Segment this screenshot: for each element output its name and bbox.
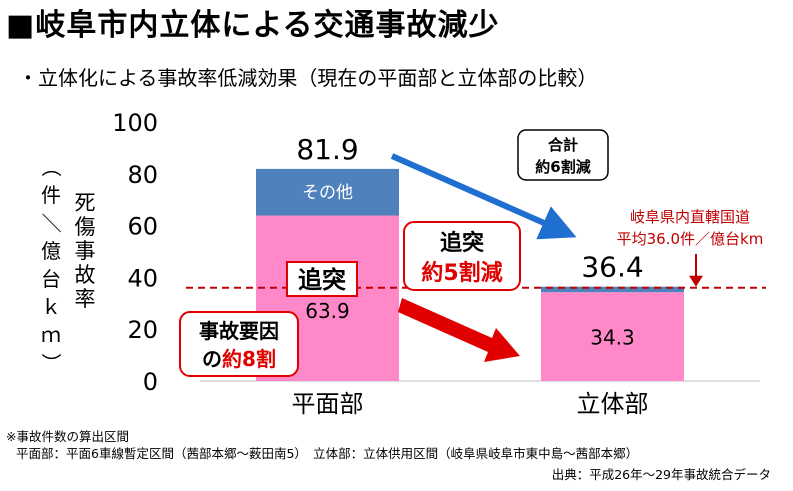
x-axis-ticks: 平面部 立体部 xyxy=(292,390,649,418)
bar-segment xyxy=(541,286,684,293)
y-tick-label: 80 xyxy=(127,161,158,189)
bar-segment xyxy=(541,292,684,381)
rearend-reduction-arrow xyxy=(398,298,520,362)
total-reduction-callout: 合計 約6割減 xyxy=(517,129,609,181)
cause-callout-line2: の約8割 xyxy=(202,347,276,371)
cause-callout: 事故要因 の約8割 xyxy=(179,311,299,377)
y-tick-label: 100 xyxy=(112,109,158,137)
x-tick-label: 立体部 xyxy=(577,390,649,418)
rearend-reduction-callout: 追突 約5割減 xyxy=(403,221,521,291)
footnote-title: ※事故件数の算出区間 xyxy=(6,429,129,444)
y-axis-unit-char: ｋ xyxy=(41,295,61,319)
y-axis-title-char: 死 xyxy=(75,191,96,215)
bar-segment-label: 34.3 xyxy=(590,326,635,350)
y-axis-unit-char: 億 xyxy=(41,239,61,263)
footnote-sections: 平面部：平面6車線暫定区間（茜部本郷～薮田南5） 立体部：立体供用区間（岐阜県岐… xyxy=(16,446,639,461)
bar-segment-label: 63.9 xyxy=(305,299,350,323)
page-subtitle: ・立体化による事故率低減効果（現在の平面部と立体部の比較） xyxy=(18,66,598,90)
y-tick-label: 40 xyxy=(127,264,158,292)
footnotes: ※事故件数の算出区間 平面部：平面6車線暫定区間（茜部本郷～薮田南5） 立体部：… xyxy=(6,428,638,462)
x-tick-label: 平面部 xyxy=(292,390,364,418)
rearend-tag-text: 追突 xyxy=(298,266,346,294)
y-axis-unit-char: 台 xyxy=(41,267,61,291)
rearend-callout-line2: 約5割減 xyxy=(421,260,502,286)
rearend-callout-line1: 追突 xyxy=(440,230,484,256)
y-axis-ticks: 0 20 40 60 80 100 xyxy=(112,109,158,396)
y-axis-title-char: 事 xyxy=(75,239,96,263)
y-tick-label: 20 xyxy=(127,316,158,344)
total-reduction-arrow xyxy=(390,153,577,240)
reference-pointer-head xyxy=(689,275,703,287)
y-axis-unit-char: 件 xyxy=(41,183,61,207)
y-axis-title-char: 故 xyxy=(75,263,96,287)
y-axis-unit-char: ） xyxy=(39,353,63,373)
bar-segment xyxy=(256,168,399,216)
bar-total-label: 36.4 xyxy=(581,251,643,284)
y-tick-label: 60 xyxy=(127,213,158,241)
y-axis-unit-char: ｍ xyxy=(41,323,61,347)
reference-label-line1: 岐阜県内直轄国道 xyxy=(630,208,750,226)
y-axis-unit-char: （ xyxy=(39,157,63,177)
y-tick-label: 0 xyxy=(143,368,158,396)
other-segment-label: その他 xyxy=(302,183,353,203)
page-title: ■岐阜市内立体による交通事故減少 xyxy=(6,8,500,43)
y-axis-title-char: 傷 xyxy=(75,215,96,239)
y-axis-unit-char: ／ xyxy=(39,213,63,233)
cause-callout-line1: 事故要因 xyxy=(199,319,279,343)
y-axis-title-char: 率 xyxy=(75,287,96,311)
bars-group xyxy=(256,168,684,381)
reference-label-line2: 平均36.0件／億台km xyxy=(617,230,764,248)
bar-labels: 81.9 63.9 36.4 34.3 その他 xyxy=(296,133,643,350)
rearend-tag: 追突 xyxy=(286,261,358,297)
source-note: 出典：平成26年～29年事故統合データ xyxy=(551,467,771,482)
total-callout-line1: 合計 xyxy=(547,136,578,154)
bar-total-label: 81.9 xyxy=(296,133,358,166)
total-callout-line2: 約6割減 xyxy=(535,158,590,176)
